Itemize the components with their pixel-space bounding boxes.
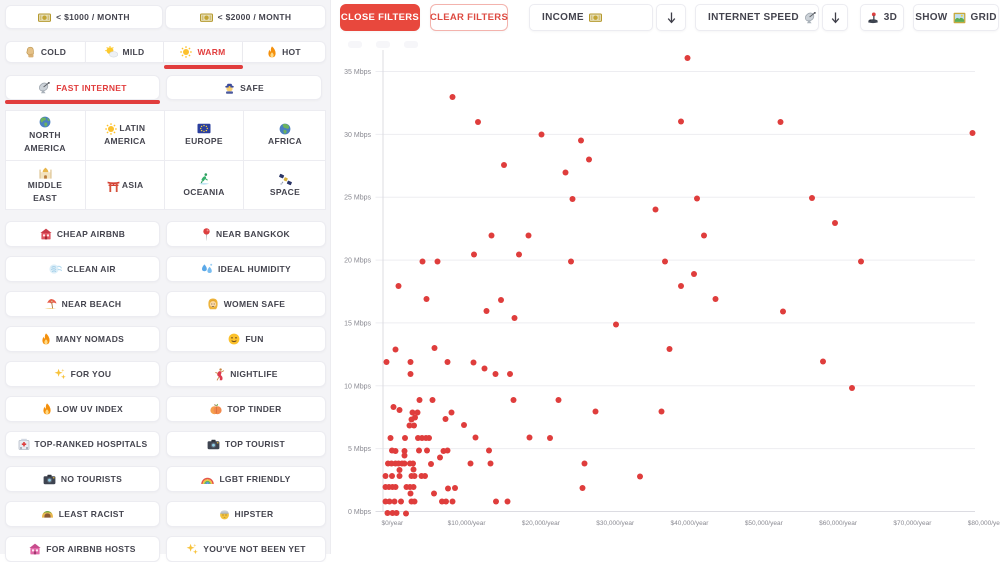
svg-text:25 Mbps: 25 Mbps	[344, 195, 371, 202]
svg-text:10 Mbps: 10 Mbps	[344, 383, 371, 390]
svg-text:35 Mbps: 35 Mbps	[344, 69, 371, 76]
svg-text:$70,000/year: $70,000/year	[893, 520, 932, 527]
svg-text:5 Mbps: 5 Mbps	[348, 446, 371, 453]
svg-text:$0/year: $0/year	[381, 520, 404, 527]
svg-text:15 Mbps: 15 Mbps	[344, 320, 371, 327]
svg-text:30 Mbps: 30 Mbps	[344, 132, 371, 139]
svg-text:$10,000/year: $10,000/year	[448, 520, 487, 527]
svg-text:$20,000/year: $20,000/year	[522, 520, 561, 527]
svg-text:$80,000/year: $80,000/year	[968, 520, 1000, 527]
svg-text:$50,000/year: $50,000/year	[745, 520, 784, 527]
svg-text:$60,000/year: $60,000/year	[819, 520, 858, 527]
svg-text:20 Mbps: 20 Mbps	[344, 258, 371, 265]
svg-text:0 Mbps: 0 Mbps	[348, 509, 371, 516]
svg-text:$40,000/year: $40,000/year	[671, 520, 710, 527]
svg-text:$30,000/year: $30,000/year	[596, 520, 635, 527]
